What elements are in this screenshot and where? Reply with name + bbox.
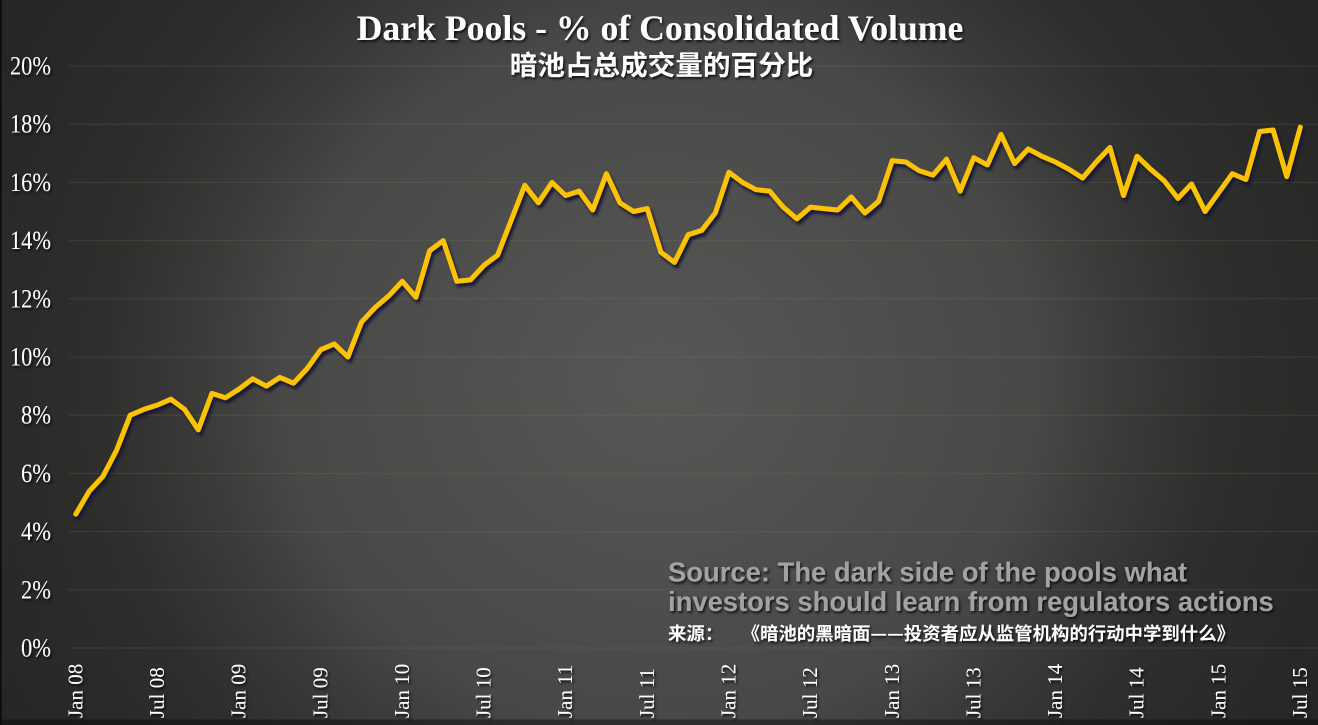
svg-text:Jul 09: Jul 09	[308, 667, 332, 718]
svg-text:2%: 2%	[21, 575, 51, 604]
svg-text:Jan 10: Jan 10	[390, 664, 414, 718]
svg-text:Jan 13: Jan 13	[880, 664, 904, 718]
svg-text:6%: 6%	[21, 459, 51, 488]
svg-text:Jan 15: Jan 15	[1206, 664, 1230, 718]
svg-text:Source: The dark side of the p: Source: The dark side of the pools what	[668, 557, 1187, 588]
svg-text:investors should learn from re: investors should learn from regulators a…	[668, 586, 1274, 617]
svg-text:Jan 09: Jan 09	[227, 664, 251, 718]
svg-text:Jul 13: Jul 13	[961, 667, 985, 718]
svg-text:Jul 12: Jul 12	[798, 667, 822, 718]
svg-text:Jan 14: Jan 14	[1043, 663, 1067, 718]
svg-text:20%: 20%	[10, 52, 51, 81]
svg-text:8%: 8%	[21, 401, 51, 430]
svg-text:12%: 12%	[10, 284, 51, 313]
svg-text:14%: 14%	[10, 226, 51, 255]
svg-text:Jan 12: Jan 12	[717, 664, 741, 718]
svg-text:18%: 18%	[10, 110, 51, 139]
svg-text:Jan 11: Jan 11	[553, 665, 577, 718]
svg-text:Jul 10: Jul 10	[472, 667, 496, 718]
svg-text:Dark Pools - % of Consolidated: Dark Pools - % of Consolidated Volume	[357, 8, 964, 48]
svg-text:Jan 08: Jan 08	[63, 664, 87, 718]
svg-text:10%: 10%	[10, 343, 51, 372]
svg-text:Jul 15: Jul 15	[1288, 667, 1312, 718]
svg-text:Jul 08: Jul 08	[145, 667, 169, 718]
svg-text:4%: 4%	[21, 517, 51, 546]
svg-text:16%: 16%	[10, 168, 51, 197]
svg-text:Jul 14: Jul 14	[1125, 667, 1149, 718]
svg-text:0%: 0%	[21, 634, 51, 663]
svg-text:Jul 11: Jul 11	[635, 668, 659, 718]
